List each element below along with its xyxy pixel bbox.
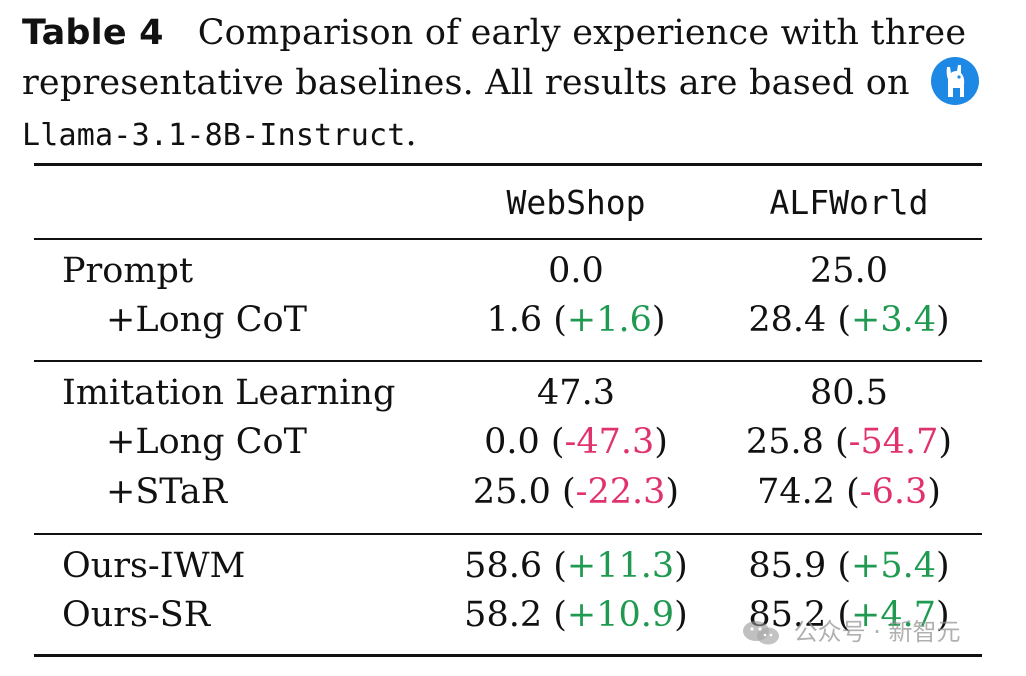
alfworld-value: 28.4 (+3.4) [748,300,950,340]
caption-model: Llama-3.1-8B-Instruct [22,117,406,153]
alfworld-delta: -54.7 [848,422,939,462]
wechat-icon [743,621,779,645]
alfworld-delta: -6.3 [859,472,928,512]
webshop-value: 1.6 (+1.6) [486,300,666,340]
row-name: +Long CoT [106,300,307,340]
webshop-delta: +10.9 [566,595,675,635]
alfworld-delta: +5.4 [851,546,937,586]
webshop-value: 58.2 (+10.9) [464,595,688,635]
group-rule [34,533,982,535]
watermark-text: 公众号 · 新智元 [793,618,961,646]
row-name: Ours-IWM [62,546,246,586]
caption-period: . [405,113,417,154]
header-alfworld: ALFWorld [769,183,929,222]
alfworld-value: 85.9 (+5.4) [748,546,950,586]
row-name: +STaR [106,472,228,512]
webshop-value: 0.0 [548,251,604,291]
webshop-delta: +11.3 [566,546,675,586]
table-caption: Table 4 Comparison of early experience w… [22,8,1012,161]
webshop-value: 25.0 (-22.3) [472,472,680,512]
row-name: +Long CoT [106,422,307,462]
alfworld-value: 80.5 [810,373,888,413]
caption-text: Comparison of early experience with thre… [22,13,967,103]
row-name: Ours-SR [62,595,211,635]
llama-logo-icon [931,56,980,105]
group-rule [34,360,982,362]
row-name: Prompt [62,251,194,291]
bottom-rule [34,654,982,657]
top-rule [34,163,982,166]
header-rule [34,238,982,240]
caption-label: Table 4 [22,13,164,53]
webshop-delta: -22.3 [575,472,666,512]
alfworld-value: 25.0 [810,251,888,291]
alfworld-delta: +4.7 [851,595,937,635]
watermark: 公众号 · 新智元 [742,612,961,647]
webshop-delta: +1.6 [566,300,652,340]
webshop-value: 47.3 [537,373,615,413]
header-webshop: WebShop [506,183,646,222]
alfworld-value: 25.8 (-54.7) [745,422,953,462]
alfworld-value: 74.2 (-6.3) [757,472,941,512]
row-name: Imitation Learning [62,373,396,413]
webshop-value: 0.0 (-47.3) [484,422,668,462]
webshop-value: 58.6 (+11.3) [464,546,688,586]
webshop-delta: -47.3 [564,422,655,462]
alfworld-delta: +3.4 [851,300,937,340]
